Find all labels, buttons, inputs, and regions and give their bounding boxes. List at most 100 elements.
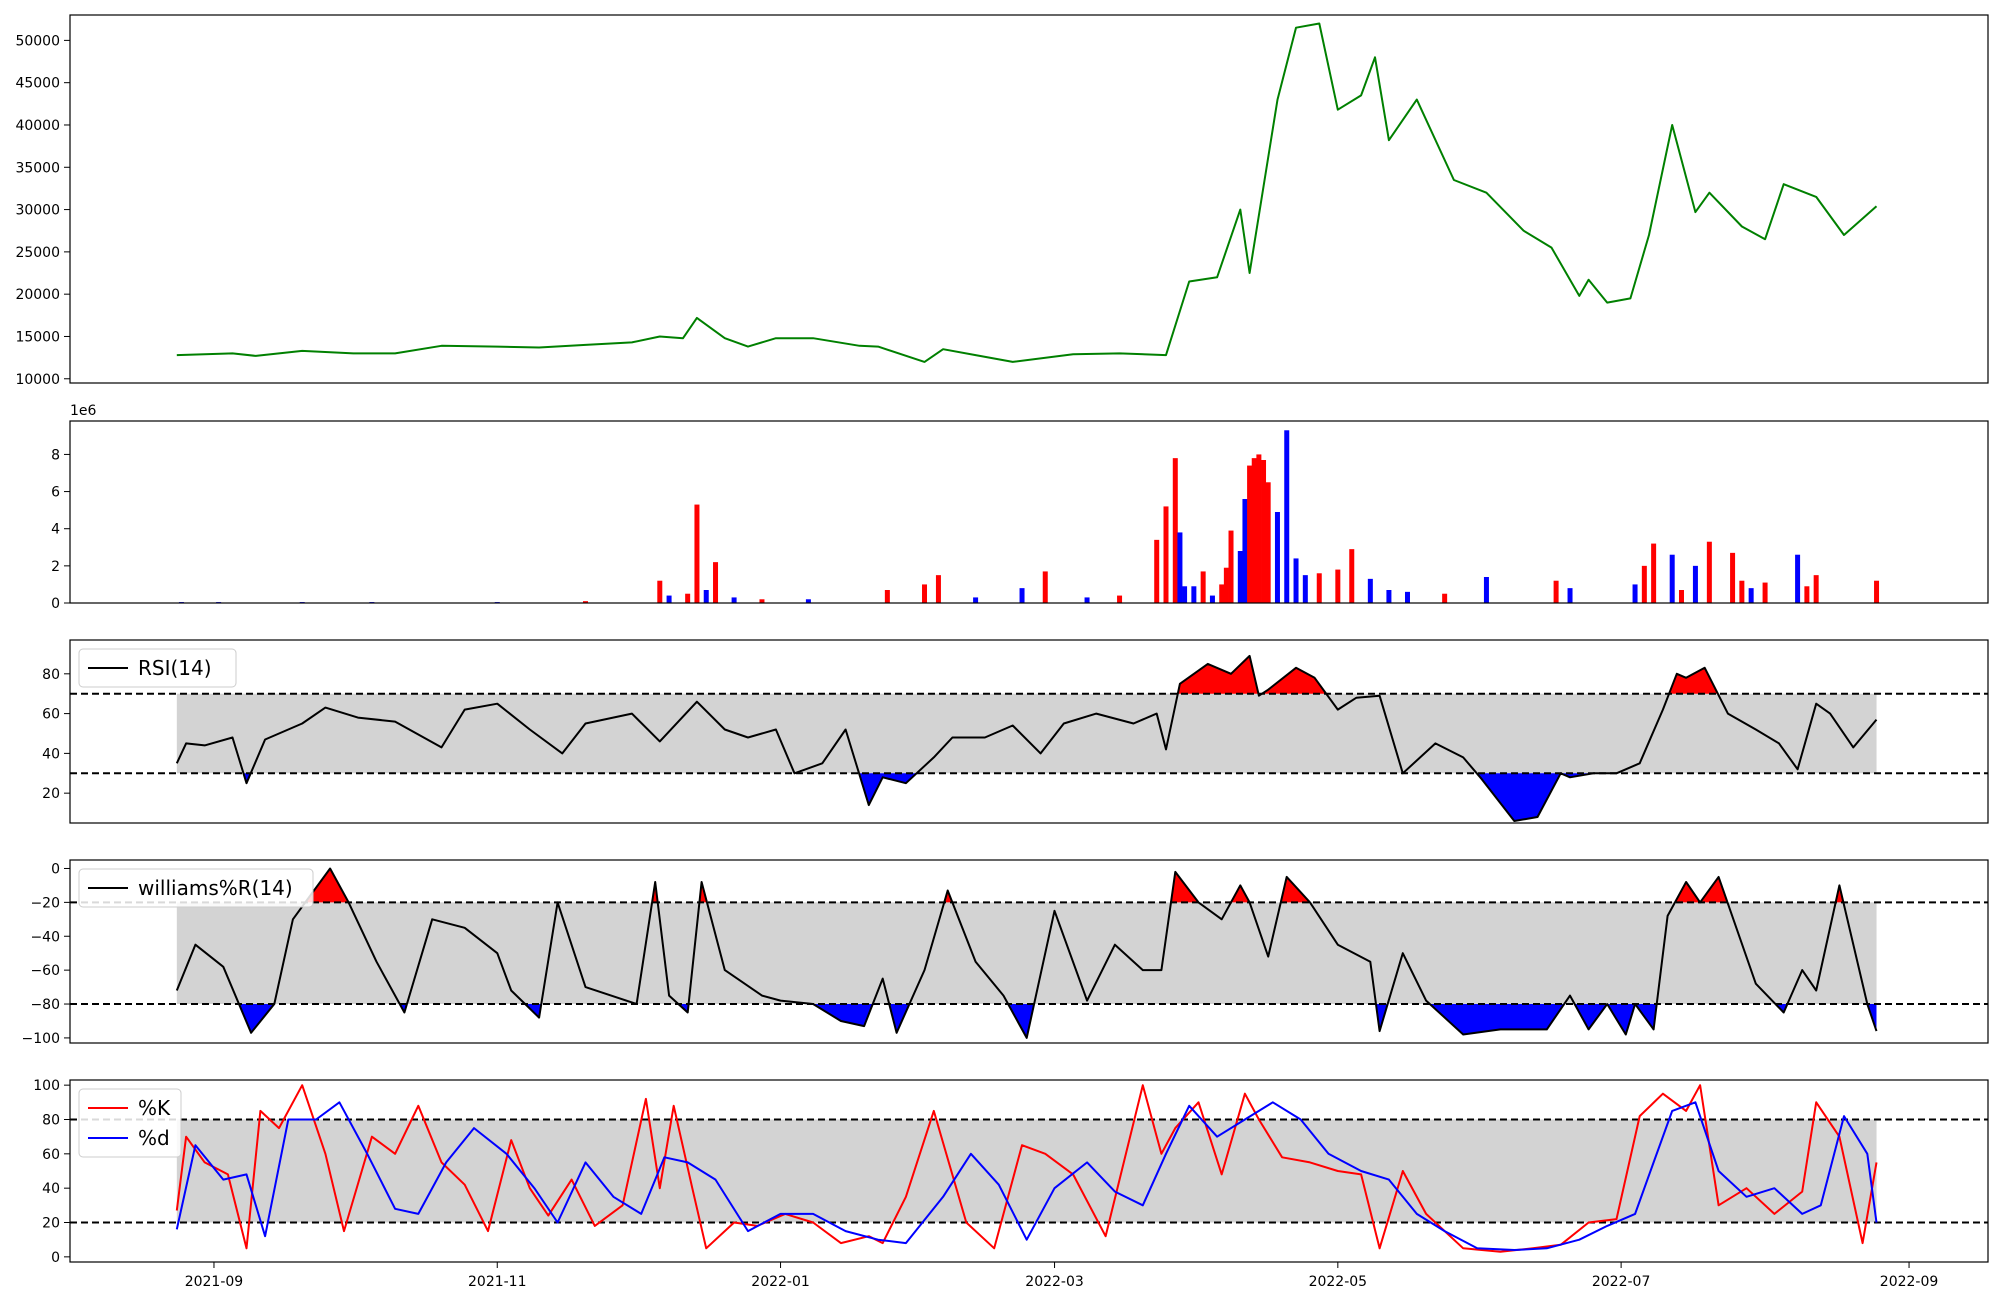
volume-bar — [1483, 577, 1489, 603]
rsi-ytick-label: 40 — [42, 746, 60, 762]
volume-bar — [759, 599, 765, 603]
volume-bar — [1386, 590, 1392, 603]
price-ytick-label: 40000 — [15, 118, 60, 134]
williams-extreme-fill — [1280, 876, 1310, 903]
williams-legend — [78, 868, 314, 908]
volume-bar — [1256, 454, 1262, 603]
rsi-ytick-label: 20 — [42, 786, 60, 802]
volume-bar — [884, 590, 890, 603]
volume-bar — [703, 590, 709, 603]
stochastic-ytick-label: 80 — [42, 1112, 60, 1128]
volume-bar — [1795, 554, 1801, 603]
price-line — [176, 22, 1878, 363]
stochastic-ytick-label: 40 — [42, 1181, 60, 1197]
stochastic-legend-label: %K — [138, 1096, 171, 1120]
x-tick-label: 2021-09 — [185, 1274, 244, 1290]
volume-bar — [1678, 590, 1684, 603]
volume-bar — [1349, 549, 1355, 603]
volume-bar — [1117, 595, 1123, 603]
price-ytick-label: 30000 — [15, 203, 60, 219]
volume-bar — [1242, 499, 1248, 603]
x-tick-label: 2022-09 — [1880, 1274, 1939, 1290]
volume-bar — [805, 599, 811, 603]
williams-extreme-fill — [1574, 1004, 1608, 1030]
stochastic-panel: 0 20 40 60 80 100 %K %d — [33, 1078, 1989, 1266]
stochastic-ytick-label: 60 — [42, 1147, 60, 1163]
volume-bar — [1335, 569, 1341, 603]
volume-bar — [1209, 595, 1215, 603]
x-tick-label: 2021-11 — [468, 1274, 527, 1290]
volume-bar — [1284, 430, 1290, 603]
volume-bar — [1651, 543, 1657, 603]
rsi-ytick-label: 80 — [42, 667, 60, 683]
volume-bar — [1042, 571, 1048, 603]
stochastic-legend — [78, 1088, 182, 1158]
stochastic-ytick-label: 0 — [51, 1250, 60, 1266]
williams-legend-label: williams%R(14) — [138, 876, 293, 900]
volume-bar — [1228, 530, 1234, 603]
rsi-panel: 20 40 60 80 RSI(14) — [42, 639, 1989, 824]
williams-ytick-label: −100 — [22, 1031, 60, 1047]
price-panel: 10000 15000 20000 25000 30000 35000 40000 45000… — [15, 14, 1989, 388]
volume-bar — [1739, 580, 1745, 603]
stochastic-ytick-label: 100 — [33, 1078, 60, 1094]
volume-bar — [1274, 512, 1280, 603]
williams-ytick-label: −20 — [30, 895, 60, 911]
rsi-extreme-fill — [1262, 667, 1327, 694]
volume-bar — [1804, 586, 1810, 603]
volume-bar — [1154, 539, 1160, 603]
volume-bar — [973, 597, 979, 603]
williams-ytick-label: −80 — [30, 997, 60, 1013]
volume-bar — [1293, 558, 1299, 603]
volume-bar — [935, 575, 941, 603]
stochastic-legend-label: %d — [138, 1126, 170, 1150]
williams-extreme-fill — [1429, 1004, 1565, 1035]
price-ytick-label: 20000 — [15, 287, 60, 303]
volume-bar — [1730, 552, 1736, 603]
rsi-legend-label: RSI(14) — [138, 656, 212, 680]
williams-frame — [69, 859, 1989, 1044]
williams-ytick-label: 0 — [51, 861, 60, 877]
williams-line — [175, 867, 1878, 1039]
x-tick-label: 2022-05 — [1309, 1274, 1368, 1290]
volume-bar — [1692, 565, 1698, 603]
rsi-legend — [78, 648, 237, 688]
volume-bar — [1567, 588, 1573, 603]
williams-band — [176, 902, 1877, 1005]
volume-ytick-label: 8 — [51, 447, 60, 463]
volume-bar — [1084, 597, 1090, 603]
volume-bar — [657, 580, 663, 603]
volume-bar — [1316, 573, 1322, 603]
rsi-band — [176, 693, 1877, 774]
williams-extreme-fill — [239, 1004, 275, 1033]
volume-bar — [1237, 551, 1243, 603]
volume-bar — [1632, 584, 1638, 603]
volume-ytick-label: 2 — [51, 559, 60, 575]
volume-bar — [1261, 460, 1267, 603]
stochastic-frame — [69, 1079, 1989, 1263]
rsi-extreme-fill — [1177, 655, 1259, 694]
volume-bar — [1302, 575, 1308, 603]
volume-ytick-label: 4 — [51, 522, 60, 538]
volume-bar — [1219, 584, 1225, 603]
date-x-axis: 2021-09 2021-11 2022-01 2022-03 2022-05 2022-… — [185, 1262, 1939, 1290]
price-ytick-label: 50000 — [15, 33, 60, 49]
volume-bar — [1247, 465, 1253, 603]
volume-bar — [1762, 582, 1768, 603]
williams-ytick-label: −40 — [30, 929, 60, 945]
volume-ytick-label: 0 — [51, 596, 60, 612]
volume-bar — [1641, 565, 1647, 603]
volume-bar — [1265, 482, 1271, 603]
volume-bar — [1553, 580, 1559, 603]
price-ytick-label: 45000 — [15, 76, 60, 92]
volume-bar — [1251, 458, 1257, 603]
volume-ytick-label: 6 — [51, 485, 60, 501]
williams-panel: 0 −20 −40 −60 −80 −100 williams%R(14) — [22, 859, 1989, 1047]
volume-bar — [1813, 575, 1819, 603]
x-tick-label: 2022-01 — [751, 1274, 810, 1290]
x-tick-label: 2022-07 — [1592, 1274, 1651, 1290]
volume-bar — [922, 584, 928, 603]
volume-bar — [1019, 588, 1025, 603]
